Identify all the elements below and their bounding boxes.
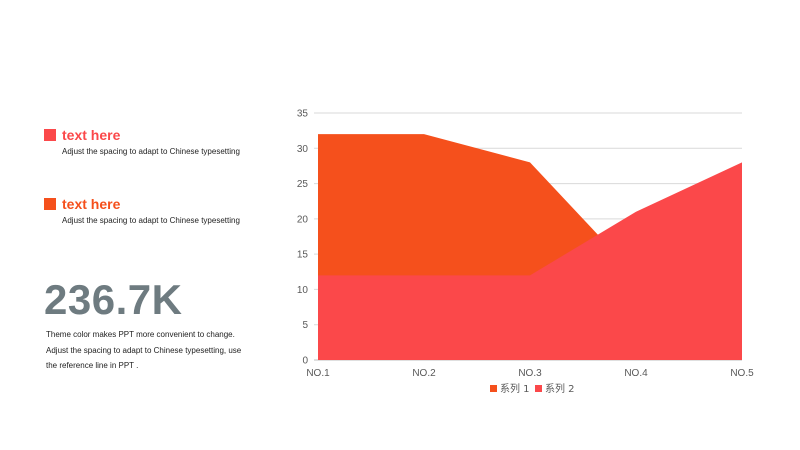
stat-note-line: Adjust the spacing to adapt to Chinese t… — [46, 345, 242, 355]
y-tick-label: 15 — [297, 250, 309, 261]
stat-value: 236.7K — [44, 276, 183, 323]
y-tick-label: 0 — [302, 356, 308, 367]
legend-swatch — [490, 385, 497, 392]
item-title: text here — [62, 196, 121, 212]
y-tick-label: 30 — [297, 144, 309, 155]
x-tick-label: NO.5 — [730, 368, 754, 379]
y-tick-label: 20 — [297, 214, 309, 225]
text-item-2: text here Adjust the spacing to adapt to… — [44, 196, 240, 225]
stat-note: Theme color makes PPT more convenient to… — [46, 327, 276, 374]
series-2-area — [318, 162, 742, 360]
y-tick-label: 25 — [297, 179, 309, 190]
x-tick-label: NO.4 — [624, 368, 648, 379]
y-tick-label: 10 — [297, 285, 309, 296]
x-tick-label: NO.2 — [412, 368, 436, 379]
stat-note-line: the reference line in PPT . — [46, 361, 139, 370]
legend-label: 系列 1 — [500, 382, 530, 395]
x-tick-label: NO.1 — [306, 368, 330, 379]
bullet-square-icon — [44, 198, 56, 210]
item-title: text here — [62, 127, 121, 143]
text-item-1: text here Adjust the spacing to adapt to… — [44, 127, 240, 156]
y-tick-label: 35 — [297, 109, 309, 120]
y-tick-label: 5 — [302, 320, 308, 331]
item-description: Adjust the spacing to adapt to Chinese t… — [62, 216, 240, 225]
x-tick-label: NO.3 — [518, 368, 542, 379]
bullet-square-icon — [44, 129, 56, 141]
legend-swatch — [535, 385, 542, 392]
stat-note-line: Theme color makes PPT more convenient to… — [46, 330, 235, 339]
legend-label: 系列 2 — [545, 382, 575, 395]
item-description: Adjust the spacing to adapt to Chinese t… — [62, 147, 240, 156]
